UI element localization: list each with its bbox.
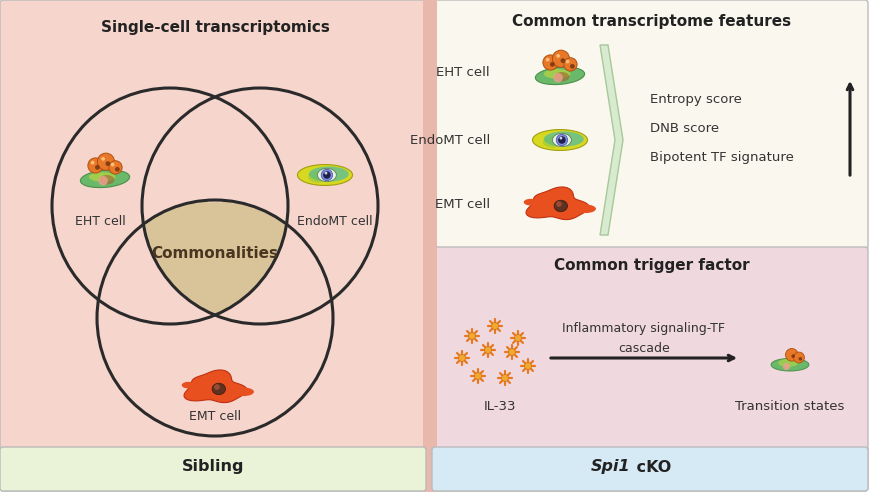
Circle shape bbox=[557, 136, 565, 144]
Ellipse shape bbox=[80, 170, 129, 187]
Circle shape bbox=[549, 62, 554, 67]
Polygon shape bbox=[422, 0, 436, 492]
Text: Sibling: Sibling bbox=[182, 460, 244, 474]
Circle shape bbox=[563, 58, 576, 71]
Circle shape bbox=[95, 165, 100, 170]
FancyBboxPatch shape bbox=[0, 0, 426, 491]
Ellipse shape bbox=[233, 388, 254, 396]
Ellipse shape bbox=[99, 175, 115, 184]
Ellipse shape bbox=[574, 205, 595, 213]
Circle shape bbox=[542, 55, 557, 70]
Ellipse shape bbox=[212, 383, 225, 395]
Circle shape bbox=[793, 352, 804, 363]
Ellipse shape bbox=[321, 169, 332, 181]
Ellipse shape bbox=[778, 359, 797, 367]
Text: EMT cell: EMT cell bbox=[434, 198, 489, 212]
Circle shape bbox=[322, 171, 330, 179]
Circle shape bbox=[560, 58, 565, 63]
Circle shape bbox=[484, 346, 491, 353]
Ellipse shape bbox=[297, 164, 352, 185]
Circle shape bbox=[565, 60, 569, 63]
Ellipse shape bbox=[554, 200, 567, 212]
Polygon shape bbox=[526, 187, 588, 219]
Ellipse shape bbox=[554, 72, 569, 82]
Circle shape bbox=[88, 158, 103, 173]
Text: Single-cell transcriptomics: Single-cell transcriptomics bbox=[101, 20, 329, 35]
Circle shape bbox=[501, 374, 507, 381]
Circle shape bbox=[569, 64, 574, 69]
Circle shape bbox=[555, 201, 561, 207]
Circle shape bbox=[468, 333, 475, 339]
Circle shape bbox=[324, 172, 327, 175]
Ellipse shape bbox=[543, 69, 570, 79]
Text: DNB score: DNB score bbox=[649, 122, 719, 134]
Ellipse shape bbox=[534, 67, 584, 85]
Ellipse shape bbox=[317, 168, 336, 182]
Circle shape bbox=[798, 357, 801, 361]
Text: Common trigger factor: Common trigger factor bbox=[554, 258, 749, 273]
Circle shape bbox=[507, 348, 515, 356]
Ellipse shape bbox=[552, 133, 571, 147]
Ellipse shape bbox=[543, 131, 583, 147]
Text: IL-33: IL-33 bbox=[483, 400, 515, 413]
Text: EndoMT cell: EndoMT cell bbox=[297, 215, 373, 228]
Circle shape bbox=[109, 161, 122, 174]
Text: EMT cell: EMT cell bbox=[189, 410, 241, 423]
Circle shape bbox=[105, 161, 110, 166]
Circle shape bbox=[214, 384, 220, 390]
FancyBboxPatch shape bbox=[432, 247, 867, 491]
Ellipse shape bbox=[182, 382, 195, 389]
Circle shape bbox=[101, 157, 105, 161]
FancyBboxPatch shape bbox=[432, 0, 867, 249]
Polygon shape bbox=[600, 45, 622, 235]
Text: Bipotent TF signature: Bipotent TF signature bbox=[649, 152, 793, 164]
Ellipse shape bbox=[532, 129, 587, 151]
Text: Spi1: Spi1 bbox=[590, 460, 629, 474]
Circle shape bbox=[785, 348, 797, 361]
FancyBboxPatch shape bbox=[432, 447, 867, 491]
Circle shape bbox=[90, 161, 95, 164]
Ellipse shape bbox=[542, 136, 561, 148]
Text: Transition states: Transition states bbox=[734, 400, 844, 413]
Circle shape bbox=[782, 363, 789, 370]
Circle shape bbox=[553, 73, 562, 83]
Circle shape bbox=[524, 363, 531, 369]
Ellipse shape bbox=[523, 199, 536, 206]
Text: EHT cell: EHT cell bbox=[75, 215, 125, 228]
Circle shape bbox=[552, 50, 569, 67]
Ellipse shape bbox=[555, 134, 567, 146]
Ellipse shape bbox=[308, 166, 348, 182]
Text: EndoMT cell: EndoMT cell bbox=[409, 133, 489, 147]
Circle shape bbox=[458, 355, 465, 362]
Circle shape bbox=[115, 167, 120, 172]
Circle shape bbox=[98, 176, 108, 185]
Polygon shape bbox=[184, 370, 247, 402]
Text: Commonalities: Commonalities bbox=[151, 246, 278, 261]
Ellipse shape bbox=[770, 358, 808, 371]
Circle shape bbox=[545, 58, 549, 62]
Polygon shape bbox=[144, 200, 285, 313]
Circle shape bbox=[514, 335, 521, 341]
Text: Common transcriptome features: Common transcriptome features bbox=[512, 14, 791, 29]
Circle shape bbox=[791, 354, 794, 358]
Text: cKO: cKO bbox=[630, 460, 671, 474]
Text: EHT cell: EHT cell bbox=[436, 65, 489, 79]
Text: Inflammatory signaling-TF: Inflammatory signaling-TF bbox=[562, 322, 725, 335]
Ellipse shape bbox=[308, 171, 327, 183]
Circle shape bbox=[559, 137, 561, 140]
Text: cascade: cascade bbox=[617, 342, 669, 355]
Circle shape bbox=[97, 153, 115, 170]
Circle shape bbox=[110, 163, 115, 166]
Circle shape bbox=[491, 322, 498, 330]
Ellipse shape bbox=[89, 172, 116, 182]
Circle shape bbox=[555, 54, 560, 58]
Circle shape bbox=[474, 372, 481, 379]
Text: Entropy score: Entropy score bbox=[649, 93, 741, 106]
FancyBboxPatch shape bbox=[0, 447, 426, 491]
